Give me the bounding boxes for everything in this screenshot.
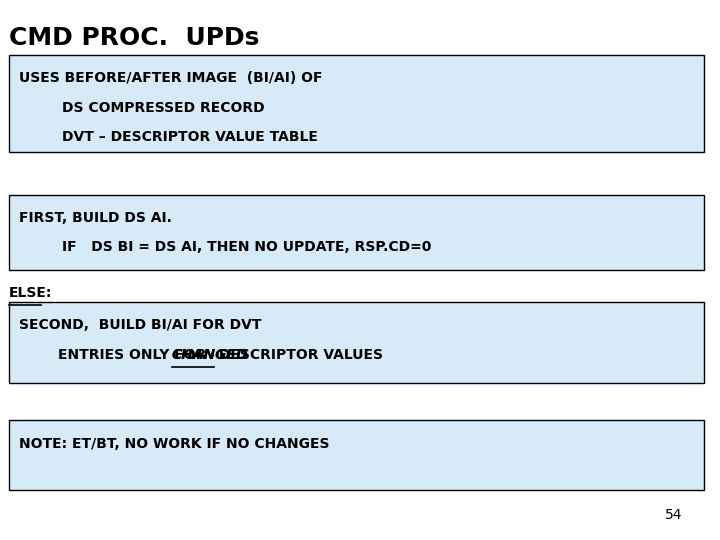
Text: NOTE: ET/BT, NO WORK IF NO CHANGES: NOTE: ET/BT, NO WORK IF NO CHANGES (19, 436, 330, 450)
Text: ELSE:: ELSE: (9, 286, 52, 300)
Text: ENTRIES ONLY FOR: ENTRIES ONLY FOR (19, 348, 212, 362)
Text: USES BEFORE/AFTER IMAGE  (BI/AI) OF: USES BEFORE/AFTER IMAGE (BI/AI) OF (19, 71, 323, 85)
Text: DS COMPRESSED RECORD: DS COMPRESSED RECORD (63, 101, 265, 115)
Text: CMD PROC.  UPDs: CMD PROC. UPDs (9, 25, 259, 50)
FancyBboxPatch shape (9, 302, 704, 383)
FancyBboxPatch shape (9, 55, 704, 152)
FancyBboxPatch shape (9, 195, 704, 270)
Text: DVT – DESCRIPTOR VALUE TABLE: DVT – DESCRIPTOR VALUE TABLE (63, 130, 318, 144)
Text: DESCRIPTOR VALUES: DESCRIPTOR VALUES (215, 348, 384, 362)
Text: FIRST, BUILD DS AI.: FIRST, BUILD DS AI. (19, 211, 172, 225)
Text: SECOND,  BUILD BI/AI FOR DVT: SECOND, BUILD BI/AI FOR DVT (19, 319, 262, 332)
Text: CHANGED: CHANGED (172, 348, 248, 362)
Text: IF   DS BI = DS AI, THEN NO UPDATE, RSP.CD=0: IF DS BI = DS AI, THEN NO UPDATE, RSP.CD… (63, 240, 432, 254)
Text: 54: 54 (665, 509, 683, 523)
FancyBboxPatch shape (9, 421, 704, 490)
Text: CHANGED: CHANGED (172, 348, 248, 362)
